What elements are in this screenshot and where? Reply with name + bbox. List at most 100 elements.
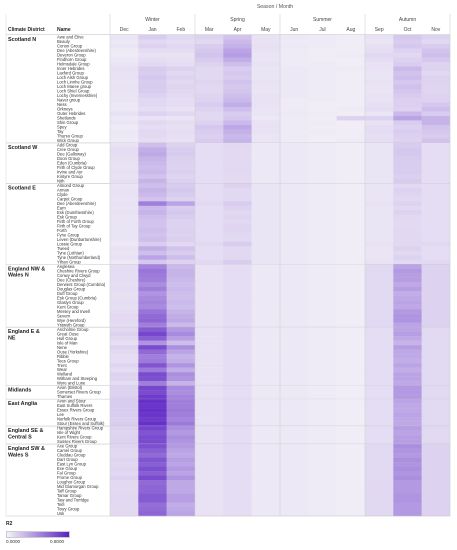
heatmap-cell bbox=[308, 192, 337, 198]
heatmap-cell bbox=[166, 129, 196, 135]
heatmap-cell bbox=[166, 268, 196, 274]
heatmap-cell bbox=[393, 237, 422, 242]
heatmap-cell bbox=[138, 439, 167, 445]
heatmap-cell bbox=[365, 444, 394, 449]
heatmap-cell bbox=[308, 390, 337, 395]
heatmap-cell bbox=[336, 223, 366, 229]
heatmap-cell bbox=[393, 201, 422, 207]
heatmap-cell bbox=[421, 255, 451, 260]
heatmap-cell bbox=[280, 201, 309, 207]
heatmap-cell bbox=[336, 205, 366, 211]
heatmap-cell bbox=[110, 133, 139, 139]
heatmap-cell bbox=[365, 367, 394, 373]
heatmap-cell bbox=[308, 435, 337, 440]
heatmap-cell bbox=[223, 106, 252, 112]
heatmap-cell bbox=[336, 129, 366, 135]
heatmap-cell bbox=[308, 493, 337, 499]
heatmap-cell bbox=[195, 340, 224, 346]
heatmap-cell bbox=[166, 286, 196, 292]
heatmap-cell bbox=[280, 120, 309, 126]
heatmap-cell bbox=[336, 309, 366, 314]
heatmap-cell bbox=[365, 174, 394, 180]
heatmap-cell bbox=[166, 35, 196, 40]
heatmap-cell bbox=[166, 79, 196, 85]
row-name: Isle of Man bbox=[57, 340, 78, 345]
heatmap-cell bbox=[393, 399, 422, 404]
heatmap-cell bbox=[421, 295, 451, 301]
heatmap-cell bbox=[308, 187, 337, 193]
heatmap-cell bbox=[110, 124, 139, 130]
heatmap-cell bbox=[308, 471, 337, 476]
heatmap-cell bbox=[365, 187, 394, 193]
heatmap-cell bbox=[195, 453, 224, 458]
heatmap-cell bbox=[195, 192, 224, 198]
heatmap-cell bbox=[251, 237, 281, 242]
heatmap-cell bbox=[223, 291, 252, 296]
district-label: Midlands bbox=[8, 388, 31, 394]
heatmap-cell bbox=[138, 237, 167, 242]
heatmap-cell bbox=[280, 439, 309, 445]
heatmap-cell bbox=[393, 331, 422, 337]
heatmap-cell bbox=[280, 300, 309, 305]
heatmap-cell bbox=[393, 507, 422, 512]
heatmap-cell bbox=[195, 174, 224, 180]
heatmap-cell bbox=[308, 309, 337, 314]
heatmap-cell bbox=[393, 367, 422, 373]
heatmap-cell bbox=[251, 268, 281, 274]
heatmap-cell bbox=[251, 115, 281, 121]
heatmap-cell bbox=[166, 250, 196, 256]
row-name: Derwent Group (Cumbria) bbox=[57, 282, 106, 287]
heatmap-cell bbox=[421, 169, 451, 175]
row-name: Inner Hebrides bbox=[57, 66, 84, 71]
heatmap-cell bbox=[308, 408, 337, 413]
heatmap-cell bbox=[421, 277, 451, 283]
heatmap-cell bbox=[166, 466, 196, 472]
heatmap-cell bbox=[195, 354, 224, 359]
heatmap-cell bbox=[365, 142, 394, 148]
heatmap-cell bbox=[251, 273, 281, 278]
heatmap-cell bbox=[251, 403, 281, 409]
heatmap-cell bbox=[195, 129, 224, 135]
heatmap-cell bbox=[393, 169, 422, 175]
heatmap-cell bbox=[251, 426, 281, 431]
row-name: Conwy and Clwyd bbox=[57, 273, 91, 278]
heatmap-cell bbox=[308, 336, 337, 341]
heatmap-cell bbox=[336, 390, 366, 395]
heatmap-cell bbox=[166, 345, 196, 350]
heatmap-cell bbox=[365, 435, 394, 440]
heatmap-cell bbox=[195, 322, 224, 328]
heatmap-cell bbox=[421, 214, 451, 220]
heatmap-cell bbox=[365, 489, 394, 494]
heatmap-cell bbox=[308, 322, 337, 328]
heatmap-cell bbox=[166, 322, 196, 328]
heatmap-cell bbox=[223, 201, 252, 207]
heatmap-cell bbox=[166, 376, 196, 382]
row-name: Lossie Group bbox=[57, 241, 83, 246]
row-name: Norfolk Rivers Group bbox=[57, 417, 97, 422]
row-name: Cleddau Group bbox=[57, 453, 86, 458]
heatmap-cell bbox=[166, 309, 196, 314]
heatmap-cell bbox=[421, 403, 451, 409]
heatmap-cell bbox=[393, 345, 422, 350]
heatmap-cell bbox=[223, 507, 252, 512]
heatmap-cell bbox=[166, 408, 196, 413]
heatmap-cell bbox=[393, 327, 422, 332]
heatmap-cell bbox=[365, 277, 394, 283]
heatmap-cell bbox=[166, 390, 196, 395]
heatmap-cell bbox=[280, 444, 309, 449]
heatmap-cell bbox=[138, 363, 167, 368]
heatmap-cell bbox=[365, 219, 394, 225]
heatmap-cell bbox=[365, 264, 394, 269]
heatmap-cell bbox=[421, 430, 451, 436]
heatmap-cell bbox=[251, 385, 281, 391]
heatmap-cell bbox=[138, 502, 167, 508]
heatmap-cell bbox=[308, 331, 337, 337]
heatmap-cell bbox=[138, 156, 167, 162]
row-name: Tyne (Lothian) bbox=[57, 250, 84, 255]
heatmap-cell bbox=[336, 381, 366, 386]
heatmap-cell bbox=[166, 138, 196, 144]
heatmap-cell bbox=[308, 363, 337, 368]
heatmap-cell bbox=[223, 214, 252, 220]
heatmap-cell bbox=[166, 142, 196, 148]
